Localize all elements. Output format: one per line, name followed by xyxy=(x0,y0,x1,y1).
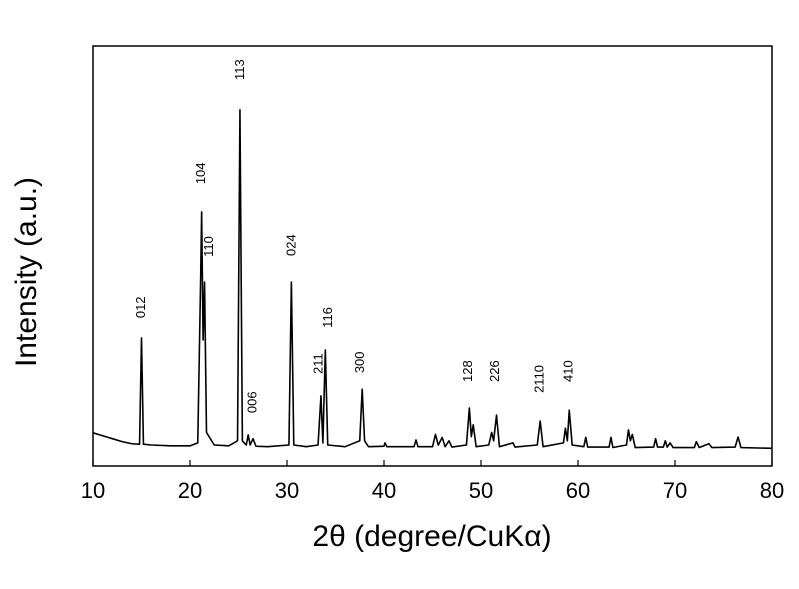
peak-label: 012 xyxy=(133,296,148,318)
x-tick-label: 80 xyxy=(760,478,784,503)
peak-label: 211 xyxy=(310,353,325,374)
peak-label: 024 xyxy=(283,234,298,256)
plot-frame xyxy=(92,45,773,467)
peak-label: 113 xyxy=(232,59,247,80)
peak-label: 226 xyxy=(487,360,502,382)
peak-label: 128 xyxy=(460,360,475,382)
x-tick-label: 50 xyxy=(469,478,493,503)
y-axis-title: Intensity (a.u.) xyxy=(10,177,43,367)
x-tick-label: 70 xyxy=(663,478,687,503)
peak-label: 2110 xyxy=(532,365,547,393)
x-tick-label: 60 xyxy=(566,478,590,503)
peak-label: 104 xyxy=(193,162,208,184)
x-tick-label: 10 xyxy=(81,478,105,503)
peak-label: 300 xyxy=(352,351,367,373)
x-tick-label: 30 xyxy=(275,478,299,503)
x-axis-title: 2θ (degree/CuKα) xyxy=(312,520,551,553)
peak-label: 006 xyxy=(244,391,259,413)
peak-label: 410 xyxy=(561,360,576,382)
peak-label: 116 xyxy=(320,307,335,328)
peak-label: 110 xyxy=(201,236,216,257)
x-tick-label: 40 xyxy=(372,478,396,503)
x-tick-label: 20 xyxy=(178,478,202,503)
xrd-pattern xyxy=(92,109,773,450)
